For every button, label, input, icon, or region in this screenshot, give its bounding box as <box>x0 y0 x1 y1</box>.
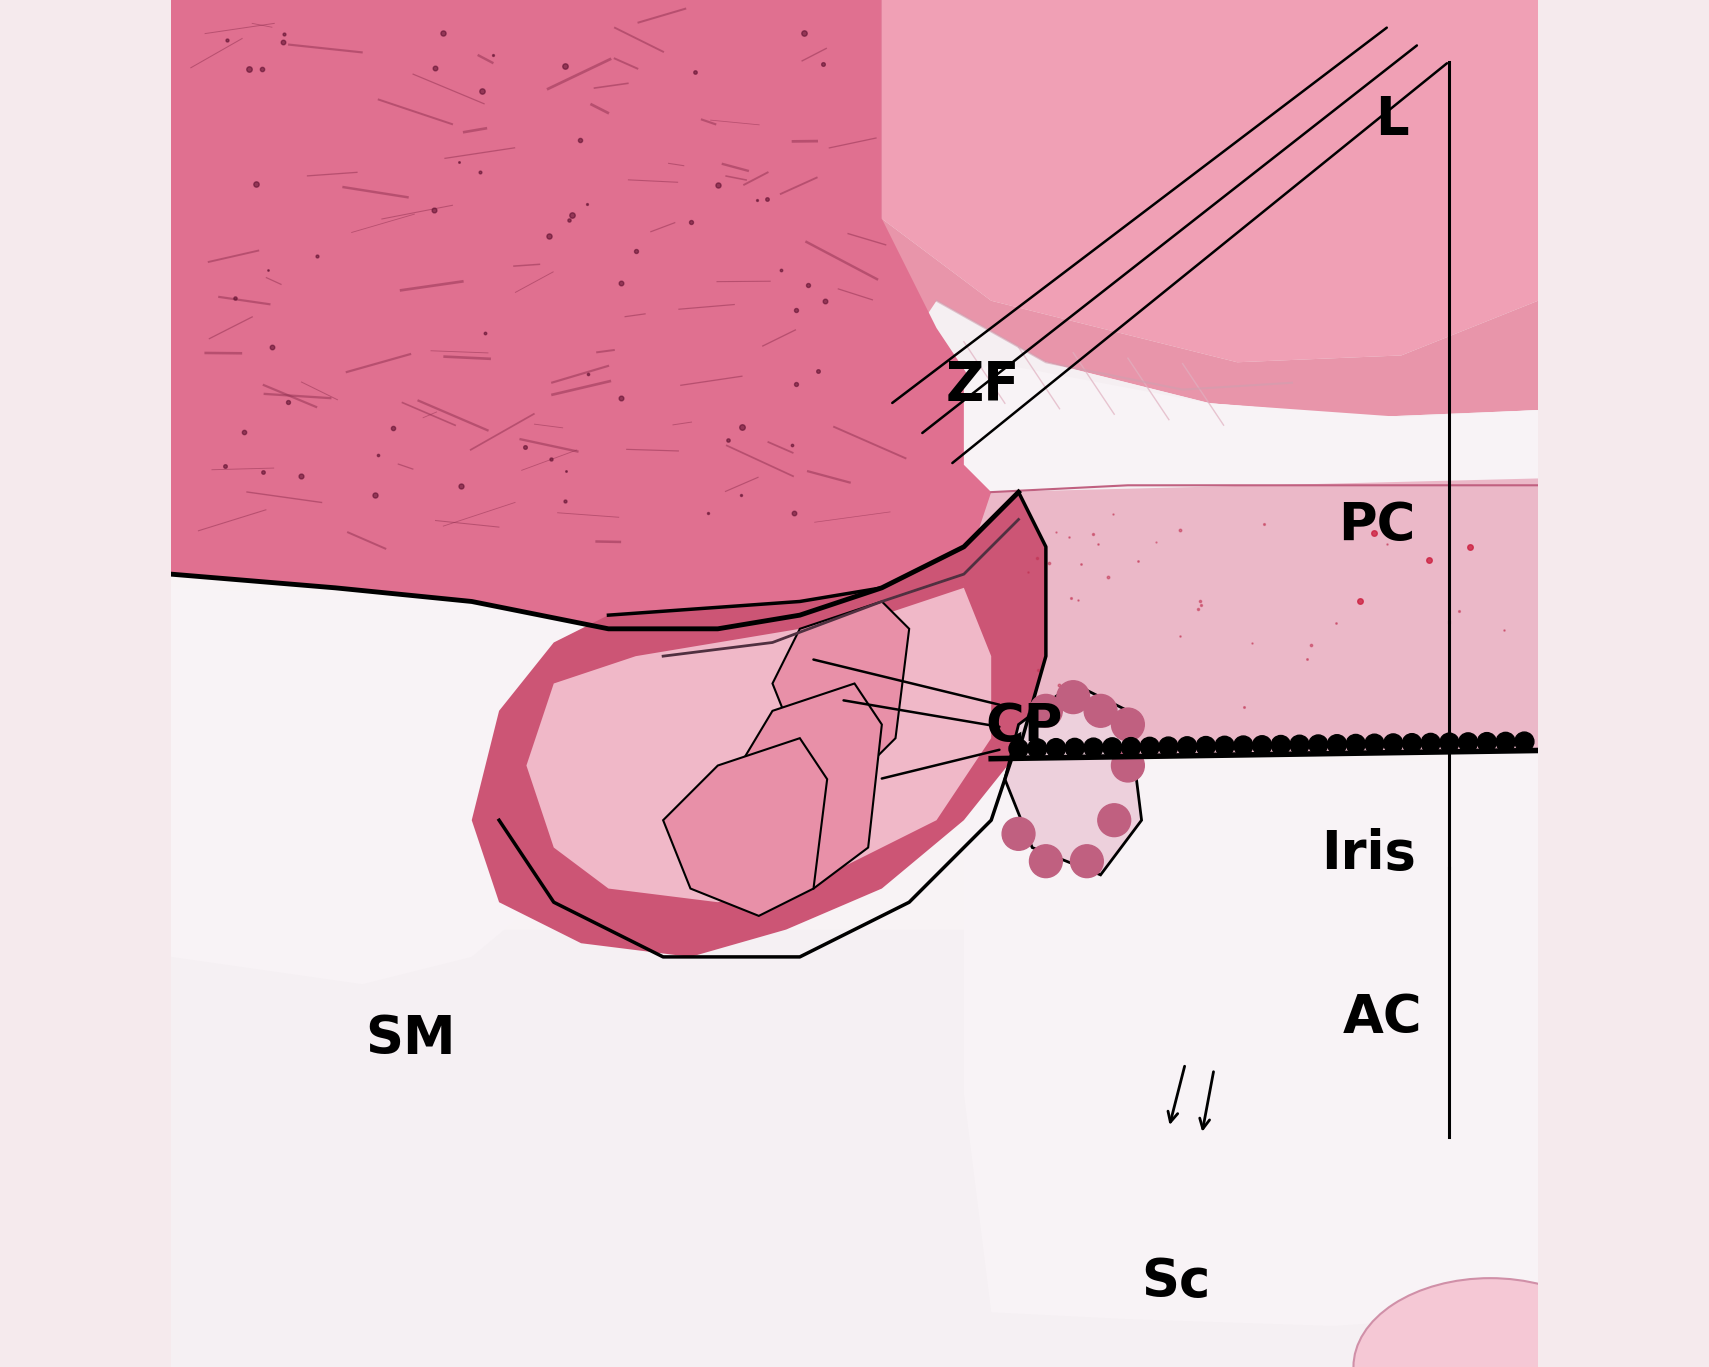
Circle shape <box>1102 738 1121 757</box>
Polygon shape <box>882 219 1538 417</box>
Circle shape <box>1328 734 1347 753</box>
Polygon shape <box>964 362 1538 492</box>
Polygon shape <box>772 601 909 779</box>
Circle shape <box>1121 738 1140 757</box>
Circle shape <box>1008 740 1029 759</box>
Circle shape <box>1215 737 1234 756</box>
Circle shape <box>1290 735 1309 755</box>
Polygon shape <box>882 0 1538 362</box>
Circle shape <box>1271 735 1290 755</box>
Circle shape <box>1159 737 1178 756</box>
Circle shape <box>1365 734 1384 753</box>
Polygon shape <box>731 684 882 889</box>
Text: SM: SM <box>366 1013 456 1065</box>
Circle shape <box>1458 733 1478 752</box>
Circle shape <box>1084 694 1118 727</box>
Polygon shape <box>171 588 608 984</box>
Circle shape <box>1111 708 1145 741</box>
Circle shape <box>1234 735 1253 755</box>
Circle shape <box>1253 735 1271 755</box>
Polygon shape <box>171 0 1019 629</box>
Polygon shape <box>526 588 991 902</box>
Circle shape <box>1514 733 1535 752</box>
Polygon shape <box>1005 684 1142 875</box>
Polygon shape <box>663 738 827 916</box>
Polygon shape <box>937 478 1538 759</box>
Circle shape <box>1029 694 1063 727</box>
Circle shape <box>1111 749 1145 782</box>
Circle shape <box>1097 804 1131 837</box>
Circle shape <box>1439 733 1459 752</box>
Circle shape <box>1495 733 1516 752</box>
Circle shape <box>1084 738 1102 757</box>
Circle shape <box>1384 734 1403 753</box>
Circle shape <box>1027 740 1048 759</box>
Circle shape <box>1347 734 1365 753</box>
Bar <box>171 930 1538 1367</box>
Text: ZF: ZF <box>945 360 1020 411</box>
Circle shape <box>1001 817 1036 850</box>
Text: L: L <box>1376 94 1408 146</box>
Ellipse shape <box>1354 1278 1627 1367</box>
Circle shape <box>1029 845 1063 878</box>
Text: Iris: Iris <box>1321 828 1417 880</box>
Text: Sc: Sc <box>1142 1256 1210 1308</box>
Circle shape <box>1056 681 1090 714</box>
Text: PC: PC <box>1338 500 1415 552</box>
Text: CP: CP <box>986 701 1063 753</box>
Circle shape <box>1070 845 1104 878</box>
Circle shape <box>1309 735 1328 755</box>
Circle shape <box>1196 737 1215 756</box>
Circle shape <box>1403 734 1422 753</box>
Circle shape <box>1422 733 1441 752</box>
Circle shape <box>1065 738 1084 757</box>
Circle shape <box>1178 737 1196 756</box>
Polygon shape <box>882 301 1538 519</box>
Polygon shape <box>472 492 1046 957</box>
Text: AC: AC <box>1342 992 1422 1044</box>
Circle shape <box>1477 733 1497 752</box>
Polygon shape <box>964 759 1538 1326</box>
Circle shape <box>1046 738 1066 757</box>
Circle shape <box>1140 737 1159 756</box>
